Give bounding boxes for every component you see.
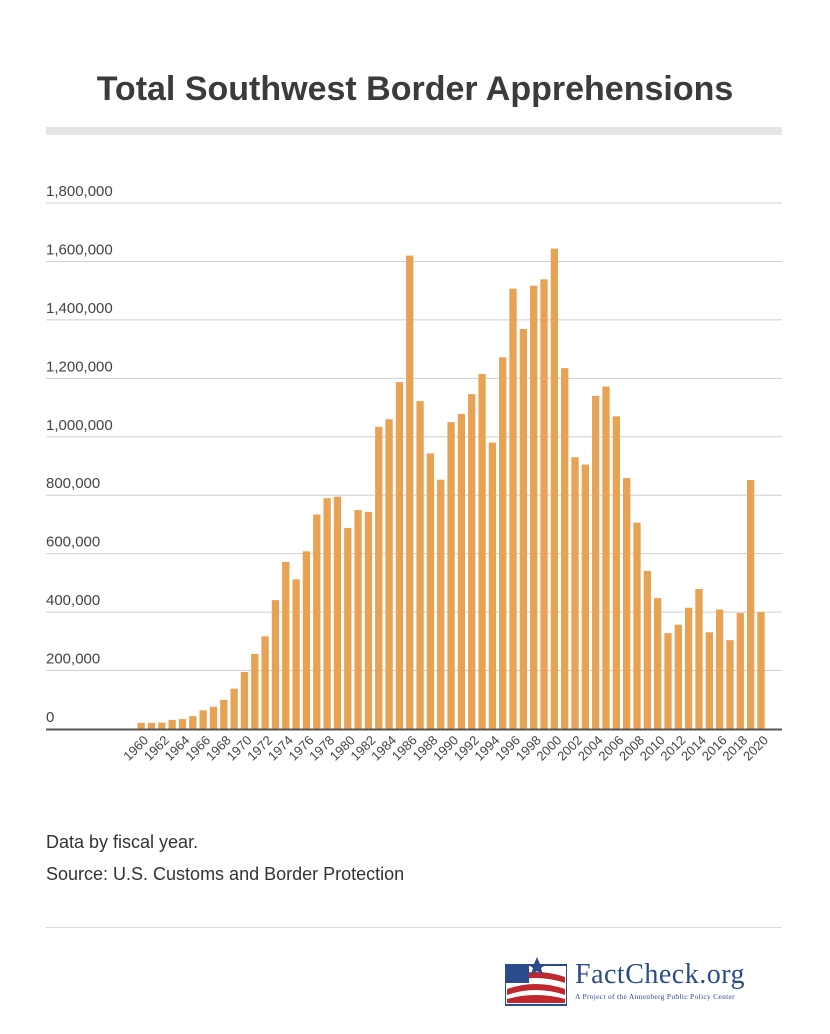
- bar-2020: [757, 612, 765, 729]
- fiscal-year-note: Data by fiscal year.: [46, 832, 199, 852]
- chart-title: Total Southwest Border Apprehensions: [96, 70, 734, 108]
- bar-1966: [199, 710, 207, 729]
- bar-1984: [385, 419, 393, 729]
- bar-1992: [468, 394, 476, 729]
- footer-divider: [46, 927, 782, 928]
- bar-2009: [643, 570, 651, 729]
- bar-1994: [488, 442, 497, 729]
- bar-1989: [437, 479, 445, 729]
- bar-2015: [705, 632, 713, 729]
- y-tick-label: 600,000: [46, 534, 100, 551]
- bar-1978: [323, 498, 331, 729]
- bar-1960: [137, 722, 145, 729]
- bar-2016: [715, 609, 724, 729]
- bar-1968: [220, 699, 228, 729]
- bar-2010: [654, 598, 662, 729]
- bar-chart: 0 200,000 400,000 600,000 800,000 1,000,000 1,…: [46, 183, 782, 764]
- bar-1970: [240, 672, 249, 729]
- bar-2004: [592, 395, 600, 729]
- y-tick-label: 0: [46, 709, 54, 726]
- y-tick-label: 800,000: [46, 475, 100, 492]
- bar-1973: [271, 600, 280, 729]
- bar-1965: [189, 716, 197, 729]
- bar-1975: [292, 579, 300, 729]
- bar-1997: [519, 328, 528, 729]
- bar-2017: [726, 640, 734, 729]
- bar-1961: [147, 722, 156, 729]
- bar-1991: [457, 413, 466, 729]
- bar-1977: [313, 514, 321, 729]
- bar-2014: [695, 589, 703, 729]
- bar-1983: [375, 426, 383, 729]
- bar-1998: [530, 285, 538, 729]
- y-tick-label: 200,000: [46, 651, 100, 668]
- logo-wordmark: FactCheck.org: [575, 959, 746, 990]
- logo-tagline: A Project of the Annenberg Public Policy…: [575, 992, 735, 1001]
- y-tick-label: 1,400,000: [46, 300, 113, 317]
- bar-2000: [550, 248, 559, 729]
- bar-1971: [251, 653, 259, 729]
- y-tick-label: 400,000: [46, 592, 100, 609]
- bar-1986: [406, 255, 414, 729]
- bar-1982: [364, 511, 373, 729]
- bar-1988: [426, 453, 435, 729]
- bar-2011: [664, 633, 672, 729]
- bar-1981: [354, 510, 362, 729]
- bar-1993: [478, 373, 486, 729]
- bar-2018: [736, 612, 744, 729]
- bar-1979: [333, 496, 342, 729]
- x-tick-label: 2020: [740, 733, 771, 764]
- bar-2012: [674, 624, 682, 729]
- bar-1967: [209, 706, 218, 729]
- chart-notes: Data by fiscal year. Source: U.S. Custom…: [46, 826, 404, 890]
- bar-2006: [612, 416, 620, 729]
- bar-1995: [499, 357, 507, 729]
- bar-1990: [447, 422, 455, 729]
- bar-2001: [561, 368, 569, 729]
- title-divider: [46, 127, 782, 135]
- bar-1964: [178, 719, 187, 729]
- y-tick-label: 1,000,000: [46, 417, 113, 434]
- bar-2002: [571, 457, 579, 729]
- bar-1972: [261, 636, 269, 729]
- bar-2005: [602, 386, 610, 729]
- bar-2007: [623, 477, 631, 729]
- bar-1987: [416, 401, 424, 729]
- y-tick-label: 1,200,000: [46, 358, 113, 375]
- bar-2003: [581, 464, 590, 729]
- bar-2013: [685, 607, 693, 729]
- factcheck-logo: FactCheck.org A Project of the Annenberg…: [504, 955, 785, 1007]
- bar-1996: [509, 288, 517, 729]
- bar-2008: [633, 522, 641, 729]
- bar-1962: [158, 722, 166, 729]
- bar-1980: [344, 527, 352, 729]
- source-note: Source: U.S. Customs and Border Protecti…: [46, 864, 405, 884]
- bar-1976: [302, 551, 311, 729]
- y-tick-label: 1,800,000: [46, 183, 113, 200]
- bar-2019: [746, 480, 755, 729]
- bar-1969: [230, 688, 238, 729]
- bar-1974: [282, 561, 290, 729]
- flag-logo-icon: [504, 957, 568, 1006]
- bar-1999: [540, 279, 548, 729]
- bar-1963: [168, 719, 176, 729]
- bar-1985: [395, 382, 404, 729]
- y-tick-label: 1,600,000: [46, 241, 113, 258]
